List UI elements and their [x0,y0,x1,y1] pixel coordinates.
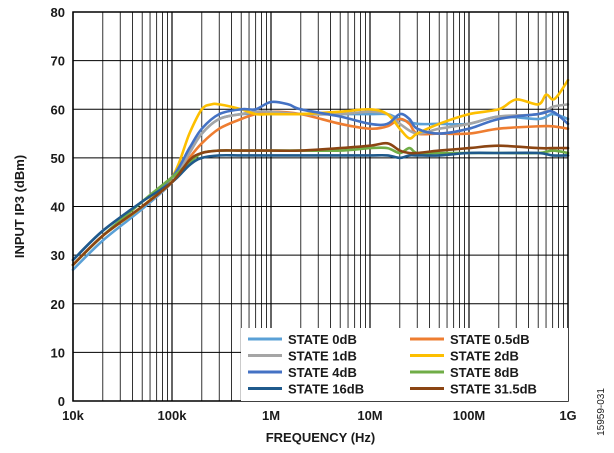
y-axis-title: INPUT IP3 (dBm) [12,155,27,258]
y-tick-label: 10 [51,345,65,360]
y-tick-label: 70 [51,54,65,69]
y-tick-label: 30 [51,248,65,263]
legend-label-state-2db: STATE 2dB [450,349,519,364]
x-tick-label: 1G [559,408,576,423]
legend-label-state-31-5db: STATE 31.5dB [450,382,537,397]
x-tick-label: 10M [357,408,382,423]
x-tick-label: 1M [262,408,280,423]
axis-tick-labels: 0 10 20 30 40 50 60 70 80 10k 100k 1M 10M 100M 1G [51,5,577,423]
series-line-state-31-5db [71,141,570,267]
legend-label-state-4db: STATE 4dB [288,365,357,380]
series-line-state-2db [71,78,570,267]
series-line-state-4db [71,100,570,262]
figure-id: 15959-031 [596,388,607,436]
x-axis-title: FREQUENCY (Hz) [266,430,376,445]
series-lines [71,78,570,271]
legend-label-state-0-5db: STATE 0.5dB [450,332,530,347]
series-line-state-0-5db [71,110,570,267]
y-tick-label: 20 [51,297,65,312]
x-tick-label: 10k [62,408,84,423]
y-tick-label: 40 [51,200,65,215]
y-tick-label: 50 [51,151,65,166]
legend-label-state-0db: STATE 0dB [288,332,357,347]
series-line-state-16db [71,151,570,262]
x-tick-label: 100k [158,408,188,423]
y-tick-label: 60 [51,102,65,117]
x-tick-label: 100M [453,408,486,423]
legend-box [241,328,568,401]
legend-label-state-8db: STATE 8dB [450,365,519,380]
legend-label-state-1db: STATE 1dB [288,349,357,364]
y-tick-label: 0 [58,394,65,409]
series-line-state-0db [71,112,570,271]
y-tick-label: 80 [51,5,65,20]
series-line-state-1db [71,103,570,267]
legend-label-state-16db: STATE 16dB [288,382,364,397]
